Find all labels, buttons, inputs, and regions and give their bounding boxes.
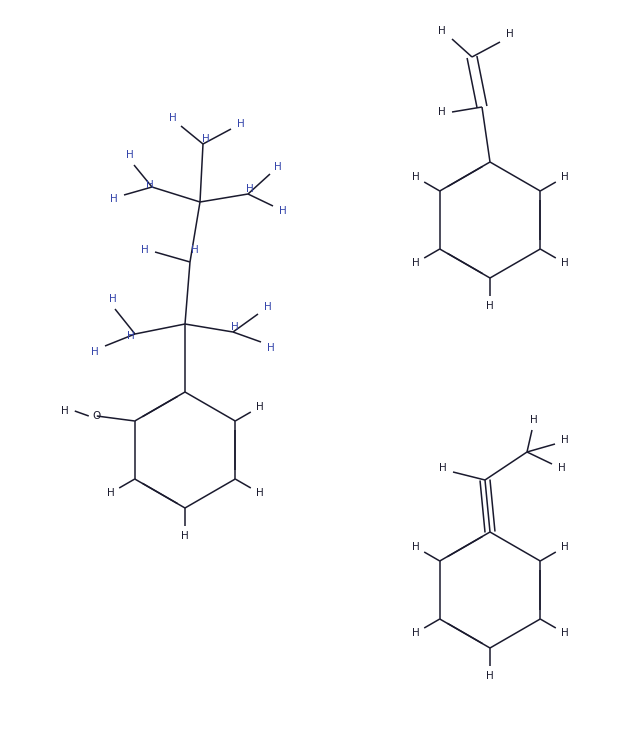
Text: H: H [558,463,566,473]
Text: H: H [506,29,514,39]
Text: H: H [61,406,69,416]
Text: H: H [110,194,118,204]
Text: H: H [237,119,245,129]
Text: H: H [264,302,272,312]
Text: H: H [91,347,99,357]
Text: H: H [246,184,254,194]
Text: H: H [412,628,420,638]
Text: H: H [127,331,135,341]
Text: H: H [530,415,538,425]
Text: H: H [438,26,446,36]
Text: H: H [231,322,239,332]
Text: H: H [412,258,420,268]
Text: H: H [191,245,199,255]
Text: H: H [561,542,569,552]
Text: H: H [412,542,420,552]
Text: H: H [267,343,275,353]
Text: H: H [109,294,117,304]
Text: H: H [169,113,177,123]
Text: H: H [256,488,263,498]
Text: H: H [439,463,447,473]
Text: H: H [412,172,420,182]
Text: H: H [274,162,282,172]
Text: H: H [561,628,569,638]
Text: H: H [561,172,569,182]
Text: H: H [202,134,210,144]
Text: H: H [107,488,114,498]
Text: H: H [141,245,149,255]
Text: H: H [561,435,569,445]
Text: H: H [486,301,494,311]
Text: O: O [93,411,101,421]
Text: H: H [279,206,287,216]
Text: H: H [256,402,263,412]
Text: H: H [146,180,154,190]
Text: H: H [126,150,134,160]
Text: H: H [438,107,446,117]
Text: H: H [486,671,494,681]
Text: H: H [181,531,189,541]
Text: H: H [561,258,569,268]
